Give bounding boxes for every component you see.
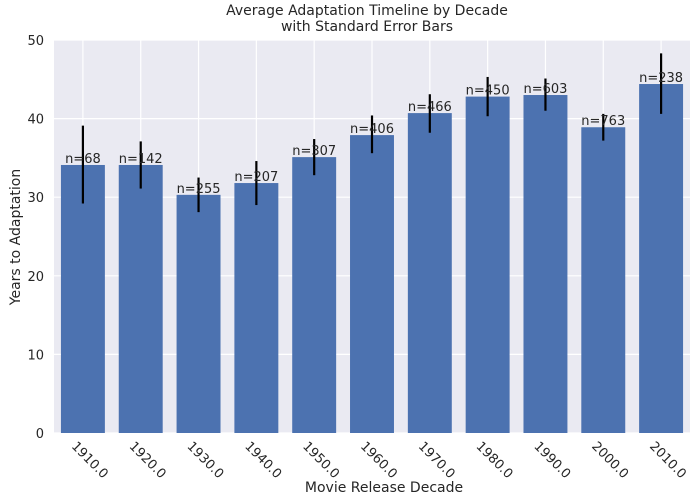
bar xyxy=(581,127,626,433)
x-tick-label: 1990.0 xyxy=(531,439,574,482)
bar xyxy=(350,135,394,433)
y-tick-label: 30 xyxy=(27,191,44,206)
bar-count-label: n=68 xyxy=(65,152,101,167)
bar-count-label: n=763 xyxy=(581,114,625,129)
bar xyxy=(234,183,279,433)
x-tick-label: 1970.0 xyxy=(415,439,458,482)
bar-count-label: n=307 xyxy=(292,144,336,159)
bar xyxy=(465,96,510,433)
chart-title-line-1: Average Adaptation Timeline by Decade xyxy=(226,3,508,19)
x-tick-label: 1980.0 xyxy=(473,439,516,482)
bar-count-label: n=255 xyxy=(177,182,221,197)
x-tick-label: 1950.0 xyxy=(299,439,342,482)
bar xyxy=(639,84,684,434)
bar xyxy=(292,157,337,433)
bar-count-label: n=238 xyxy=(639,71,683,86)
x-tick-label: 1910.0 xyxy=(68,439,111,482)
x-tick-label: 1940.0 xyxy=(241,439,284,482)
y-tick-label: 40 xyxy=(27,113,44,128)
bar-count-label: n=450 xyxy=(466,84,510,99)
bar-count-label: n=406 xyxy=(350,122,394,137)
bar-count-label: n=207 xyxy=(234,170,278,185)
bar xyxy=(60,164,105,433)
x-tick-label: 2000.0 xyxy=(588,439,631,482)
bar-count-label: n=142 xyxy=(119,152,163,167)
x-axis-label: Movie Release Decade xyxy=(305,480,463,495)
chart-title-line-2: with Standard Error Bars xyxy=(281,19,453,35)
bar xyxy=(407,113,452,434)
bar xyxy=(176,194,221,433)
y-axis-label: Years to Adaptation xyxy=(8,169,24,306)
y-tick-label: 0 xyxy=(36,427,44,442)
x-tick-label: 2010.0 xyxy=(646,439,689,482)
x-tick-label: 1930.0 xyxy=(184,439,227,482)
y-tick-label: 50 xyxy=(27,34,44,49)
bar-count-label: n=466 xyxy=(408,100,452,115)
y-tick-label: 10 xyxy=(27,348,44,363)
bar-count-label: n=603 xyxy=(523,82,567,97)
bar xyxy=(118,164,163,433)
x-tick-label: 1960.0 xyxy=(357,439,400,482)
bar xyxy=(523,95,568,434)
y-tick-label: 20 xyxy=(27,270,44,285)
x-tick-label: 1920.0 xyxy=(126,439,169,482)
